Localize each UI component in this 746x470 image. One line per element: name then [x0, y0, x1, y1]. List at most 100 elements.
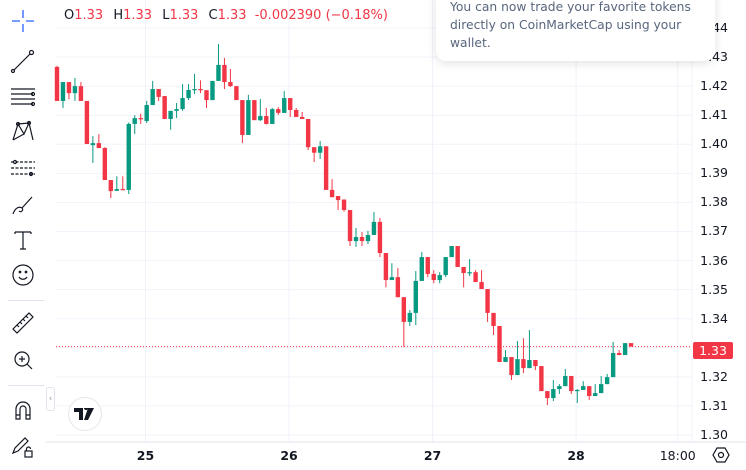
- candle-body: [282, 98, 287, 113]
- candle: [174, 103, 179, 119]
- candle-body: [317, 146, 323, 153]
- candle-body: [347, 209, 353, 242]
- candle: [610, 341, 616, 378]
- candle-body: [616, 353, 622, 356]
- candle: [401, 297, 407, 347]
- fib-retracement-icon[interactable]: [8, 81, 38, 111]
- candle: [515, 341, 520, 376]
- zoom-in-icon[interactable]: [8, 345, 38, 375]
- candle: [210, 80, 215, 101]
- candle: [150, 80, 155, 106]
- candle-body: [563, 375, 568, 387]
- candle: [347, 209, 353, 247]
- brush-icon[interactable]: [8, 190, 38, 220]
- candle: [252, 100, 257, 121]
- candle: [473, 270, 478, 283]
- candle-body: [479, 282, 484, 290]
- candle-body: [509, 357, 514, 376]
- candle: [282, 91, 287, 113]
- candle-body: [449, 246, 454, 258]
- candle-body: [527, 359, 532, 369]
- candle: [264, 107, 269, 125]
- time-tick-label: 18:00: [659, 448, 696, 463]
- candle: [216, 43, 221, 81]
- popup-line: You can now trade your favorite tokens: [450, 0, 691, 14]
- candle: [90, 136, 96, 163]
- candle: [204, 90, 209, 108]
- popup-line: wallet.: [450, 36, 491, 50]
- candle-body: [246, 100, 251, 135]
- candle-body: [473, 272, 478, 283]
- candle: [497, 325, 502, 363]
- candle: [389, 263, 395, 281]
- candle-body: [581, 386, 586, 390]
- candle-body: [587, 386, 592, 397]
- pattern-icon[interactable]: [8, 116, 38, 146]
- candle-body: [419, 257, 424, 281]
- candle: [102, 147, 108, 181]
- candle: [628, 343, 634, 347]
- candle-body: [341, 199, 347, 210]
- candle-body: [132, 118, 137, 124]
- price-tick-label: 1.35: [700, 281, 728, 297]
- prediction-icon[interactable]: [8, 153, 38, 183]
- magnet-icon[interactable]: [8, 395, 38, 425]
- collapse-toolbar-button[interactable]: ‹: [46, 387, 55, 411]
- candle-body: [359, 237, 365, 242]
- candle-body: [72, 86, 78, 94]
- candle-body: [294, 109, 299, 117]
- candle-body: [335, 196, 341, 201]
- crosshair-icon[interactable]: [8, 6, 38, 36]
- candle-body: [138, 118, 143, 120]
- candle: [270, 107, 275, 124]
- candle: [114, 176, 119, 192]
- lock-drawings-icon[interactable]: [8, 431, 38, 461]
- price-tick-label: 1.38: [700, 194, 728, 210]
- candle: [54, 65, 60, 101]
- candle-body: [497, 325, 502, 363]
- open-label: O: [64, 8, 75, 23]
- candle-body: [628, 343, 634, 347]
- ruler-icon[interactable]: [8, 308, 38, 338]
- tradingview-logo[interactable]: [68, 397, 102, 431]
- candle-body: [258, 116, 263, 121]
- price-tick-label: 1.40: [700, 136, 728, 152]
- candle-body: [431, 273, 436, 281]
- candle: [60, 82, 66, 108]
- candle: [299, 112, 305, 119]
- toolbar-divider: [8, 300, 44, 301]
- candle-body: [162, 96, 167, 119]
- candle: [192, 73, 197, 94]
- text-icon[interactable]: [8, 225, 38, 255]
- candle: [234, 86, 239, 101]
- emoji-icon[interactable]: [8, 260, 38, 290]
- candles: [54, 43, 634, 406]
- candle-body: [401, 297, 407, 322]
- candle: [371, 212, 377, 235]
- trade-tokens-popup[interactable]: You can now trade your favorite tokens d…: [436, 0, 715, 61]
- candle: [228, 68, 233, 88]
- time-tick-label: 27: [423, 448, 442, 463]
- candle: [545, 391, 550, 406]
- candle-body: [156, 89, 161, 97]
- candle-body: [198, 89, 203, 91]
- candle: [503, 350, 508, 363]
- candle: [222, 57, 227, 90]
- candle-body: [144, 105, 149, 122]
- candle: [144, 100, 149, 124]
- drawing-toolbar: [0, 0, 46, 470]
- settings-gear-icon[interactable]: [712, 446, 730, 464]
- candle: [622, 343, 628, 356]
- candle-body: [270, 109, 275, 124]
- candle: [84, 100, 90, 144]
- time-tick-label: 25: [136, 448, 155, 463]
- candle-body: [545, 391, 550, 399]
- candle-body: [90, 143, 96, 146]
- high-label: H: [113, 8, 124, 23]
- candle: [305, 118, 311, 151]
- candle-body: [126, 123, 131, 190]
- candle-body: [66, 82, 72, 94]
- candle: [353, 228, 359, 247]
- trend-line-icon[interactable]: [8, 46, 38, 76]
